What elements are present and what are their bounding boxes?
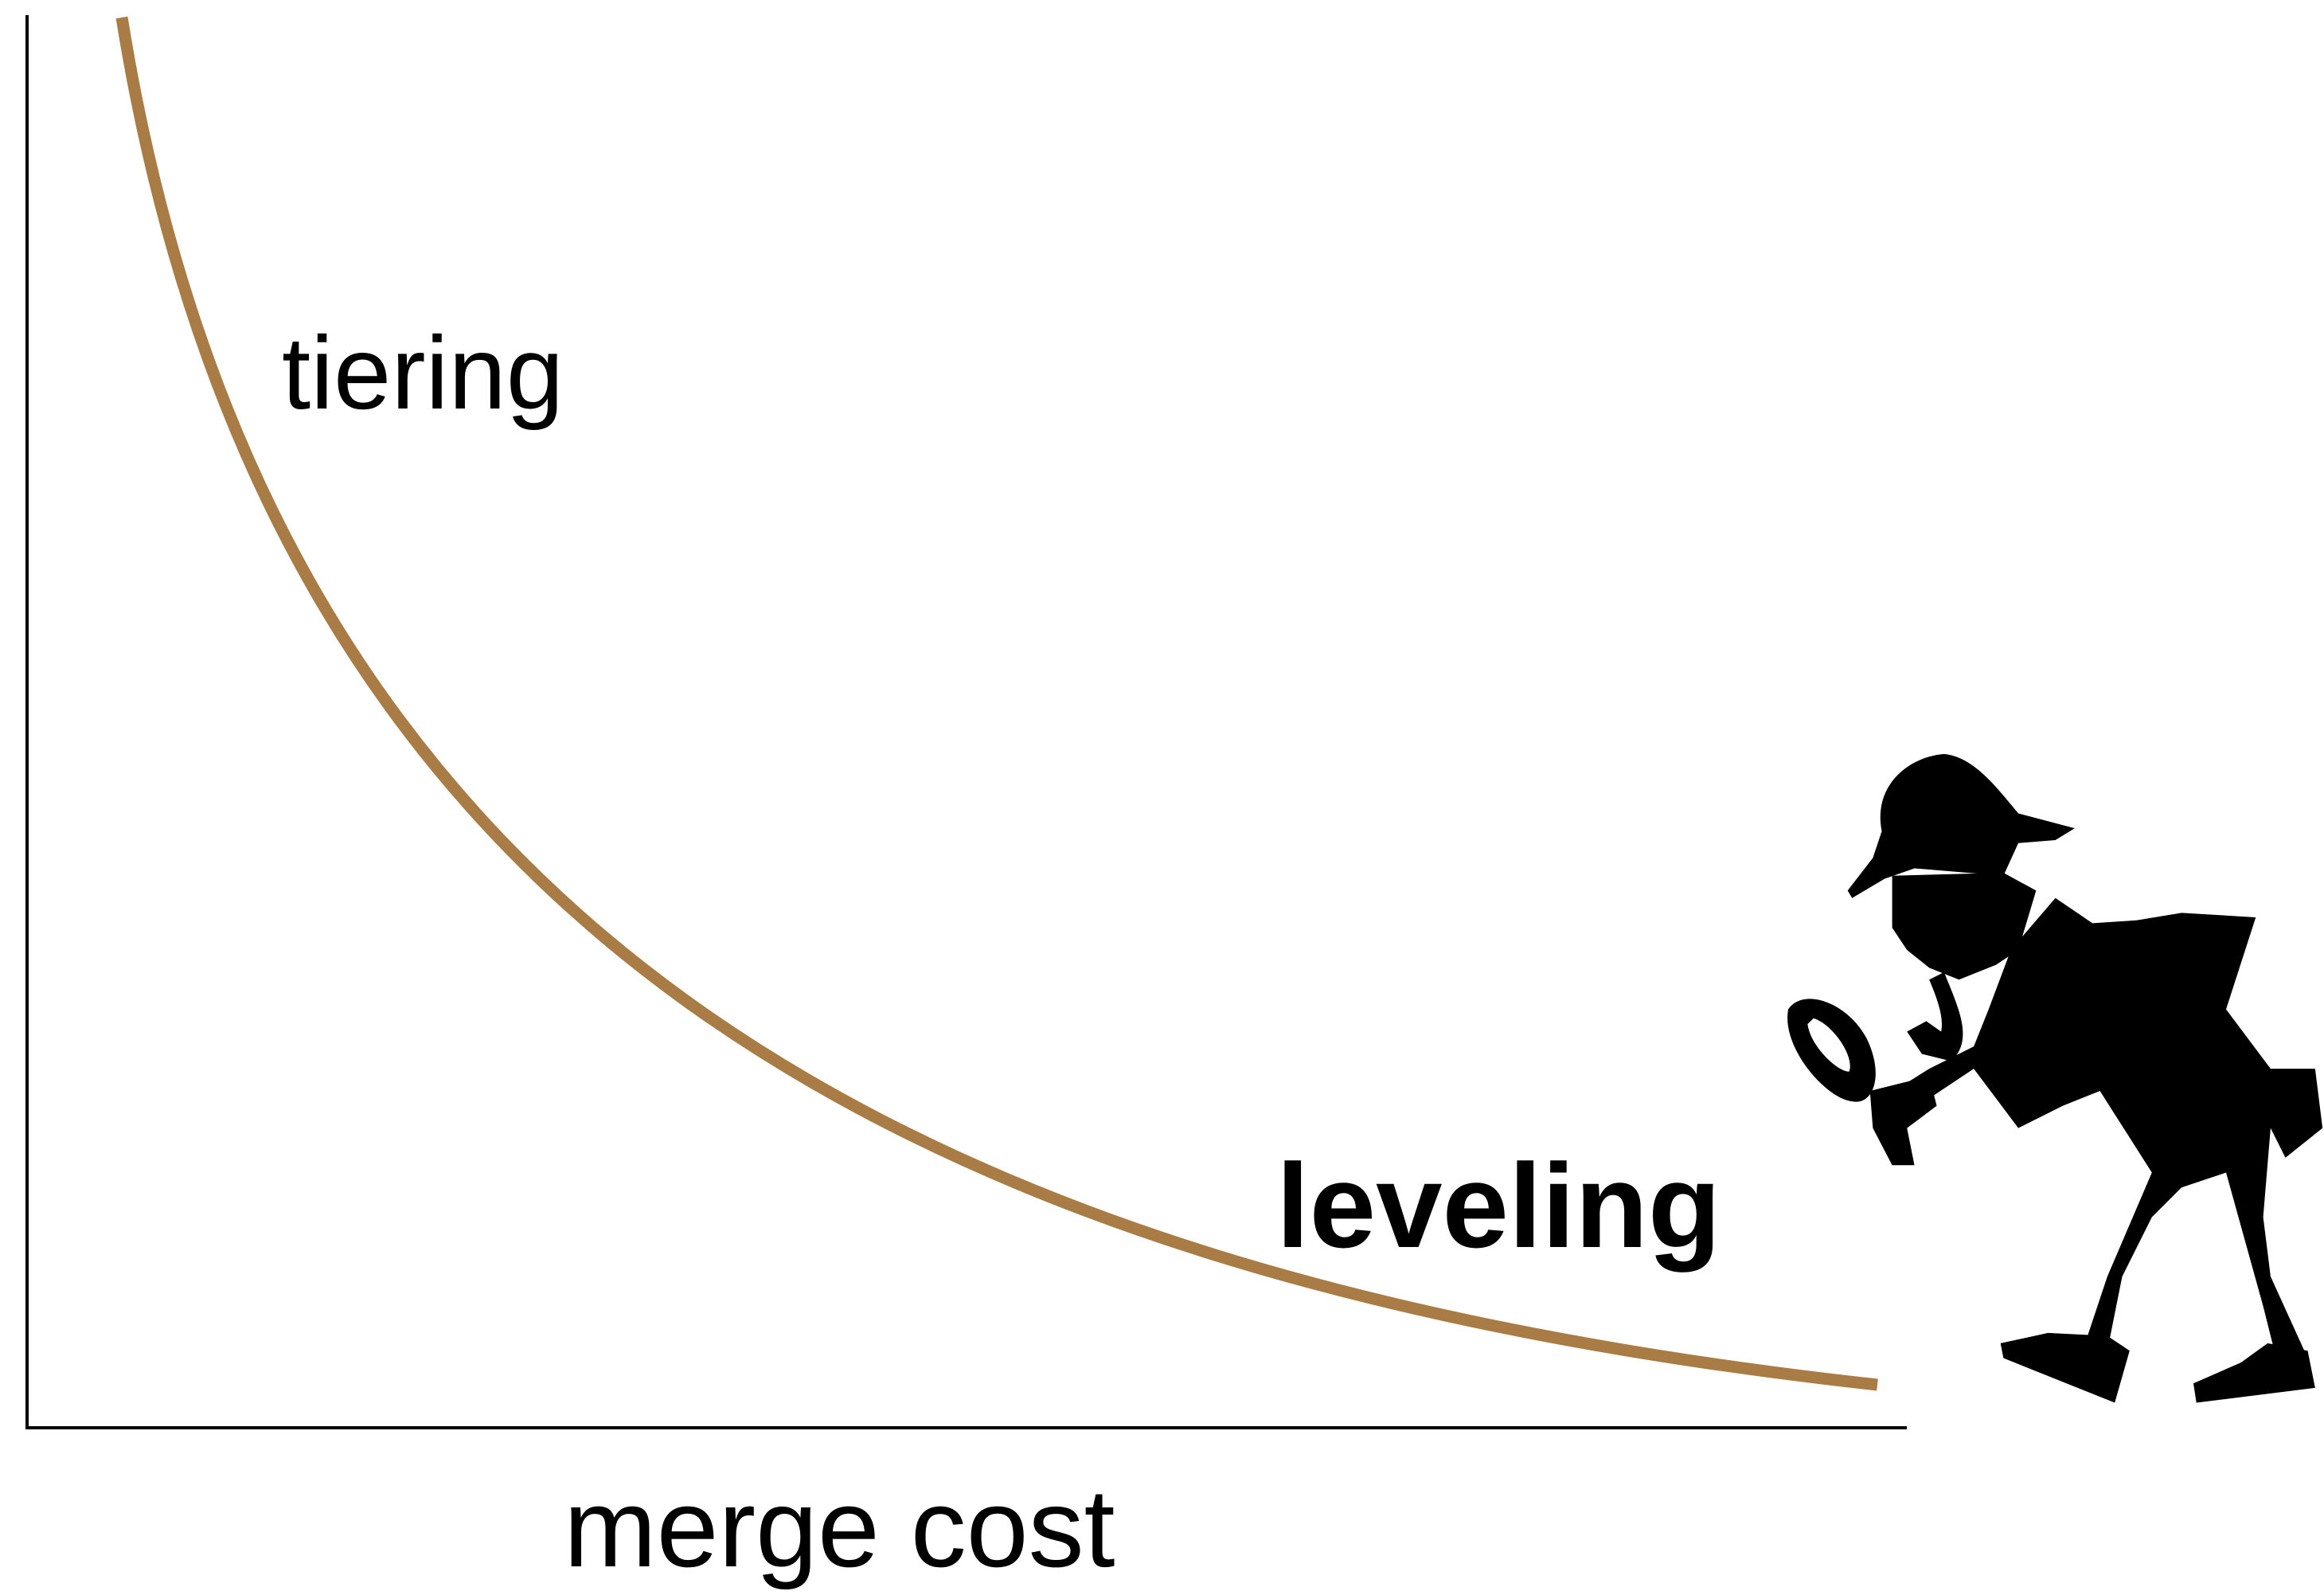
x-axis-label: merge cost xyxy=(564,1465,1115,1590)
tradeoff-curve xyxy=(115,16,1878,1391)
tiering-label: tiering xyxy=(282,315,564,431)
leveling-label: leveling xyxy=(1276,1139,1721,1272)
detective-silhouette xyxy=(1787,753,2323,1403)
